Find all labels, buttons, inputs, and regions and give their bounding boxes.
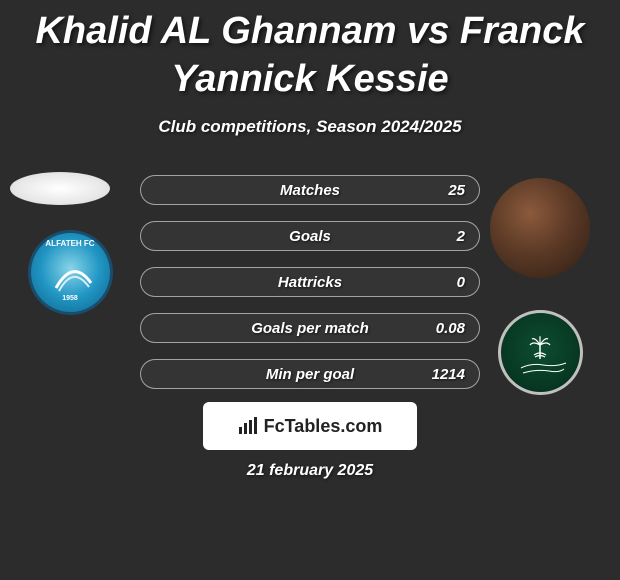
stat-value: 25: [448, 182, 465, 199]
stat-value: 2: [457, 228, 465, 245]
player-avatar-left: [10, 172, 110, 205]
stat-row-matches: Matches 25: [140, 175, 480, 205]
stats-container: Matches 25 Goals 2 Hattricks 0 Goals per…: [140, 175, 480, 405]
club-badge-right: [490, 310, 590, 395]
player-avatar-right: [490, 178, 590, 278]
stat-value: 0: [457, 274, 465, 291]
badge-script-icon: [501, 313, 586, 398]
stat-label: Hattricks: [278, 274, 342, 291]
alfateh-badge: ALFATEH FC 1958: [28, 230, 113, 315]
stat-label: Goals: [289, 228, 331, 245]
stat-row-hattricks: Hattricks 0: [140, 267, 480, 297]
alfateh-swoosh-icon: [31, 233, 116, 318]
date-label: 21 february 2025: [0, 462, 620, 480]
stat-label: Min per goal: [266, 366, 354, 383]
stat-label: Goals per match: [251, 320, 369, 337]
page-title: Khalid AL Ghannam vs Franck Yannick Kess…: [0, 0, 620, 103]
subtitle: Club competitions, Season 2024/2025: [0, 117, 620, 137]
stat-row-goals-per-match: Goals per match 0.08: [140, 313, 480, 343]
source-logo: FcTables.com: [203, 402, 417, 450]
comparison-card: Khalid AL Ghannam vs Franck Yannick Kess…: [0, 0, 620, 500]
logo-text: FcTables.com: [264, 416, 383, 437]
club-badge-left: ALFATEH FC 1958: [20, 230, 120, 315]
stat-row-goals: Goals 2: [140, 221, 480, 251]
badge-left-year: 1958: [31, 295, 110, 302]
stat-label: Matches: [280, 182, 340, 199]
alahli-badge: [498, 310, 583, 395]
stat-value: 1214: [432, 366, 465, 383]
stat-value: 0.08: [436, 320, 465, 337]
stat-row-min-per-goal: Min per goal 1214: [140, 359, 480, 389]
bar-chart-icon: [238, 417, 258, 435]
